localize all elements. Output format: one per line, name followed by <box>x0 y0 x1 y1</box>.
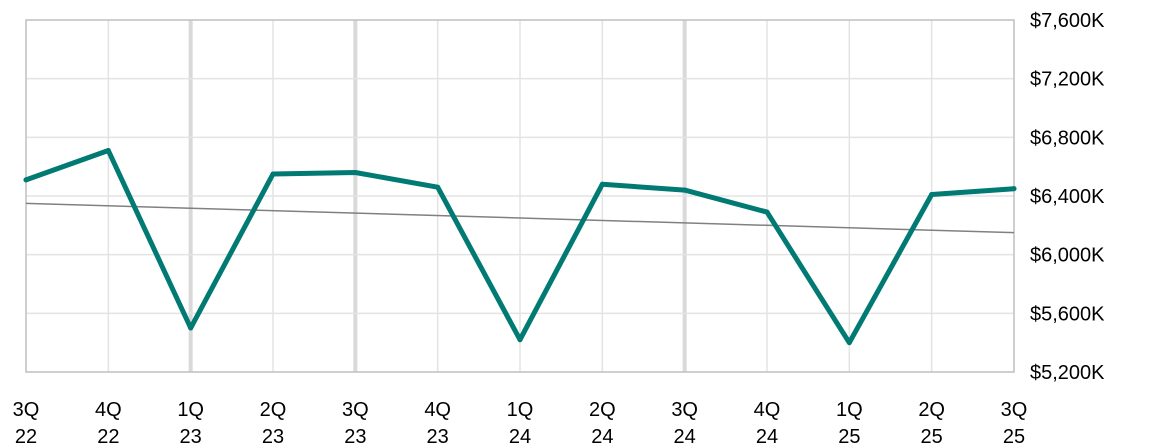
data-point <box>846 340 852 346</box>
x-tick-year: 25 <box>1003 426 1025 448</box>
data-point <box>352 170 358 176</box>
x-tick-quarter: 1Q <box>177 399 204 421</box>
x-tick-label: 3Q 22 <box>13 399 40 448</box>
data-point <box>764 209 770 215</box>
data-point <box>435 184 441 190</box>
x-tick-year: 23 <box>180 426 202 448</box>
x-tick-year: 24 <box>591 426 613 448</box>
x-tick-quarter: 2Q <box>918 399 945 421</box>
x-tick-quarter: 4Q <box>424 399 451 421</box>
x-tick-quarter: 3Q <box>671 399 698 421</box>
gridlines <box>26 20 1014 372</box>
y-tick-label: $7,200K <box>1030 69 1105 91</box>
x-tick-label: 3Q 24 <box>671 399 698 448</box>
y-axis-tick-labels: $7,600K $7,200K $6,800K $6,400K $6,000K $5,60… <box>1030 10 1105 384</box>
data-point <box>682 187 688 193</box>
data-point <box>1011 186 1017 192</box>
x-tick-quarter: 2Q <box>589 399 616 421</box>
x-tick-label: 1Q 24 <box>507 399 534 448</box>
x-tick-quarter: 1Q <box>507 399 534 421</box>
x-tick-year: 25 <box>921 426 943 448</box>
data-point <box>23 177 29 183</box>
x-tick-label: 1Q 25 <box>836 399 863 448</box>
x-tick-quarter: 1Q <box>836 399 863 421</box>
x-tick-label: 4Q 24 <box>754 399 781 448</box>
x-tick-quarter: 3Q <box>1001 399 1028 421</box>
x-tick-label: 1Q 23 <box>177 399 204 448</box>
x-tick-quarter: 2Q <box>260 399 287 421</box>
data-point <box>929 192 935 198</box>
data-point <box>517 337 523 343</box>
x-tick-quarter: 4Q <box>754 399 781 421</box>
x-tick-year: 24 <box>756 426 778 448</box>
data-point <box>599 181 605 187</box>
data-point <box>188 325 194 331</box>
data-point <box>105 148 111 154</box>
x-tick-label: 3Q 23 <box>342 399 369 448</box>
x-tick-year: 23 <box>262 426 284 448</box>
y-tick-label: $5,200K <box>1030 362 1105 384</box>
y-tick-label: $6,800K <box>1030 127 1105 149</box>
x-tick-label: 2Q 25 <box>918 399 945 448</box>
x-tick-label: 4Q 22 <box>95 399 122 448</box>
x-tick-year: 24 <box>674 426 696 448</box>
x-tick-year: 23 <box>344 426 366 448</box>
x-tick-year: 23 <box>427 426 449 448</box>
series-group <box>23 148 1017 346</box>
data-point <box>270 171 276 177</box>
x-tick-label: 2Q 24 <box>589 399 616 448</box>
trendline-group <box>25 202 1015 234</box>
y-tick-label: $7,600K <box>1030 10 1105 32</box>
x-tick-year: 22 <box>97 426 119 448</box>
trendline <box>25 202 1015 234</box>
x-tick-year: 24 <box>509 426 531 448</box>
x-tick-label: 4Q 23 <box>424 399 451 448</box>
y-tick-label: $5,600K <box>1030 303 1105 325</box>
x-tick-quarter: 4Q <box>95 399 122 421</box>
y-tick-label: $6,400K <box>1030 186 1105 208</box>
x-tick-year: 25 <box>838 426 860 448</box>
y-tick-label: $6,000K <box>1030 245 1105 267</box>
plot-frame <box>25 19 1015 373</box>
x-tick-year: 22 <box>15 426 37 448</box>
x-tick-quarter: 3Q <box>13 399 40 421</box>
x-tick-label: 3Q 25 <box>1001 399 1028 448</box>
x-tick-label: 2Q 23 <box>260 399 287 448</box>
x-tick-quarter: 3Q <box>342 399 369 421</box>
